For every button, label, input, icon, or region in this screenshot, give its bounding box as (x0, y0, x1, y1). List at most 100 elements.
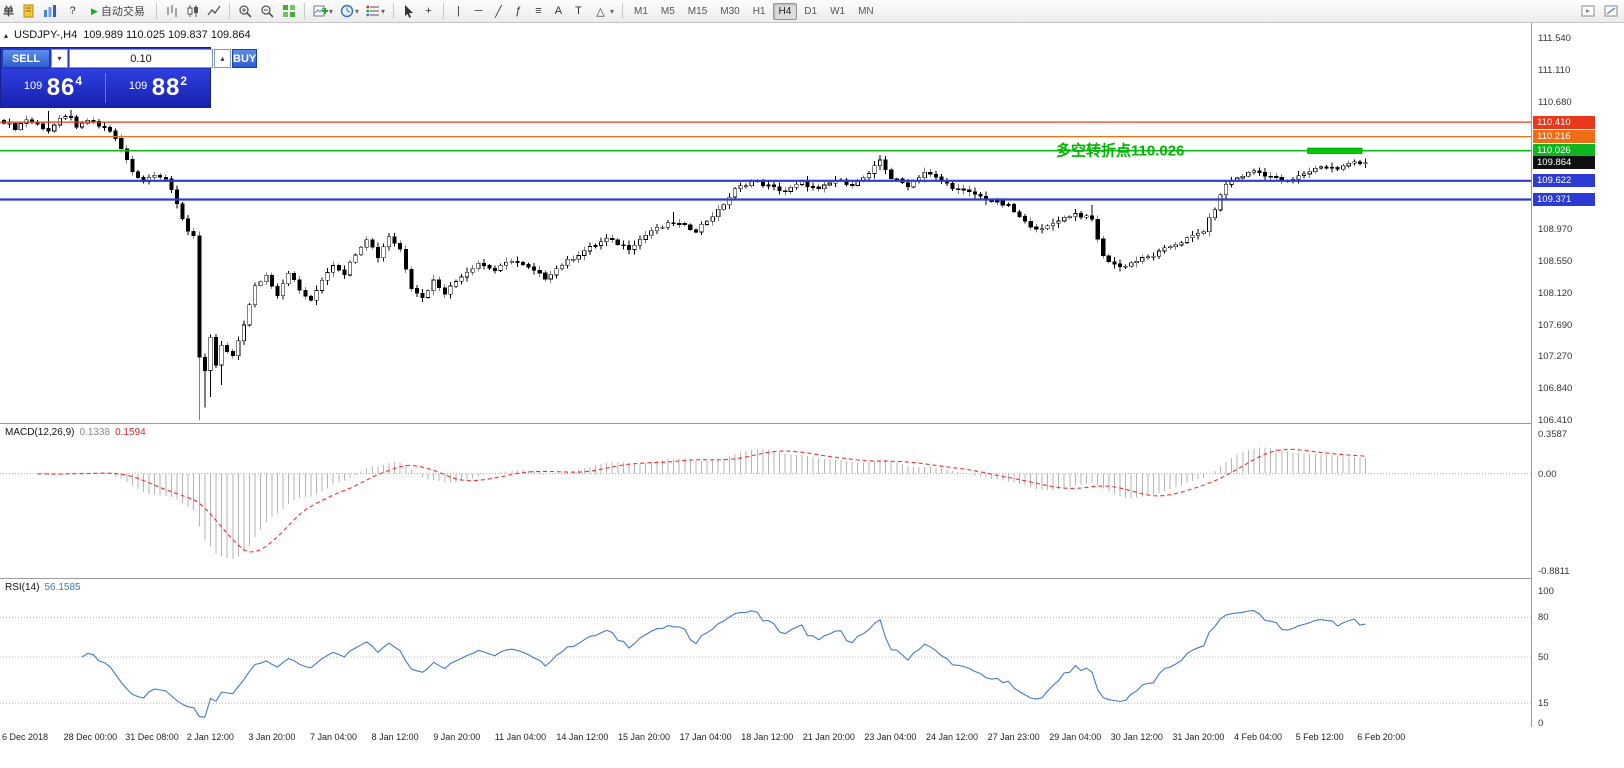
price-axis-label: 108.550 (1538, 255, 1573, 267)
volume-down-button[interactable]: ▾ (51, 49, 68, 68)
timeframe-h1[interactable]: H1 (747, 3, 772, 20)
timeframe-m30[interactable]: M30 (714, 3, 745, 20)
zoom-in-icon[interactable] (235, 2, 256, 21)
macd-signal-line (37, 448, 1366, 553)
price-tag-109.371: 109.371 (1533, 192, 1595, 206)
time-axis-label: 5 Feb 12:00 (1295, 732, 1344, 742)
rsi-line (81, 610, 1366, 718)
macd-axis-label: 0.00 (1538, 468, 1557, 480)
autotrade-button[interactable]: ▶ 自动交易 (85, 2, 151, 21)
profiles-clock-icon[interactable]: ▾ (337, 2, 362, 21)
time-axis-label: 18 Jan 12:00 (741, 732, 794, 742)
buy-button[interactable]: BUY (232, 49, 258, 68)
channel-tool-icon[interactable]: ≡ (535, 5, 542, 17)
time-axis[interactable]: 6 Dec 2018 28 Dec 00:00 31 Dec 08:00 2 Jan … (0, 727, 1624, 749)
indicator-list-icon[interactable]: ▾ (363, 2, 388, 21)
line-chart-icon[interactable] (204, 2, 224, 21)
auto-scroll-icon[interactable] (1601, 2, 1621, 21)
price-axis-label: 107.270 (1538, 350, 1573, 362)
new-order-icon[interactable] (19, 2, 39, 21)
macd-histogram (14, 447, 1366, 559)
timeframe-m15[interactable]: M15 (682, 3, 713, 20)
macd-chart[interactable] (0, 424, 1531, 578)
fibonacci-tool-icon[interactable]: ƒ (515, 5, 522, 17)
buy-price-display[interactable]: 109 882 (128, 74, 188, 101)
price-chart-pane[interactable]: ▴ USDJPY-,H4 109.989 110.025 109.837 109… (0, 23, 1531, 423)
zoom-out-icon[interactable] (257, 2, 278, 21)
help-icon[interactable]: ? (69, 5, 76, 17)
chevron-down-icon: ▾ (354, 6, 359, 16)
macd-label: MACD(12,26,9) 0.1338 0.1594 (5, 427, 146, 438)
rsi-axis-label: 100 (1538, 586, 1554, 597)
time-axis-label: 30 Jan 12:00 (1110, 732, 1163, 742)
cursor-icon[interactable] (399, 2, 418, 21)
price-axis-label: 106.840 (1538, 382, 1573, 394)
chevron-down-icon: ▾ (609, 6, 614, 16)
chart-workspace: ▴ USDJPY-,H4 109.989 110.025 109.837 109… (0, 23, 1624, 768)
price-chart[interactable]: 多空转折点110.026 (0, 23, 1531, 423)
rsi-pane[interactable]: RSI(14) 56.1585 (0, 579, 1531, 727)
volume-input[interactable] (69, 49, 213, 68)
sell-price-display[interactable]: 109 864 (23, 74, 83, 101)
sell-button[interactable]: SELL (2, 49, 50, 68)
candlestick-chart-icon[interactable] (183, 2, 203, 21)
time-axis-label: 4 Feb 04:00 (1234, 732, 1283, 742)
label-tool-icon[interactable]: T (575, 5, 582, 17)
bar-chart-icon[interactable] (162, 2, 182, 21)
timeframe-mn[interactable]: MN (852, 3, 880, 20)
trendline-tool-icon[interactable]: ╱ (495, 5, 502, 18)
shapes-tool-icon[interactable]: △ ▾ (596, 5, 614, 18)
price-axis-label: 110.680 (1538, 97, 1572, 108)
pane-separator[interactable] (0, 423, 1624, 424)
chart-collapse-icon[interactable]: ▴ (4, 30, 9, 40)
price-tag-110.410: 110.410 (1533, 115, 1595, 129)
time-axis-label: 21 Jan 20:00 (802, 732, 855, 742)
time-axis-label: 31 Jan 20:00 (1172, 732, 1225, 742)
tile-windows-icon[interactable] (279, 2, 299, 21)
time-axis-label: 23 Jan 04:00 (864, 732, 917, 742)
vertical-line-tool-icon[interactable]: | (457, 5, 460, 17)
timeframe-h4[interactable]: H4 (772, 2, 798, 20)
annotation-text: 多空转折点110.026 (1056, 142, 1184, 160)
price-axis-label: 107.690 (1538, 319, 1573, 331)
order-button[interactable]: 单 (0, 2, 18, 21)
text-tool-icon[interactable]: A (554, 5, 563, 17)
time-axis-label: 7 Jan 04:00 (310, 732, 358, 742)
chart-ohlc-values: 109.989 110.025 109.837 109.864 (83, 29, 251, 41)
new-chart-icon[interactable]: ▾ (310, 2, 336, 21)
time-axis-label: 3 Jan 20:00 (248, 732, 296, 742)
timeframe-m5[interactable]: M5 (655, 3, 681, 20)
chevron-down-icon: ▾ (328, 6, 333, 16)
price-tag-110.026: 110.026 (1533, 144, 1595, 158)
volume-up-button[interactable]: ▴ (214, 49, 231, 68)
rsi-axis-label: 0 (1538, 718, 1544, 729)
time-axis-label: 9 Jan 20:00 (433, 732, 481, 742)
crosshair-icon[interactable]: + (425, 5, 432, 17)
price-axis-label: 106.410 (1538, 414, 1573, 426)
play-icon: ▶ (91, 5, 98, 16)
chart-symbol-timeframe: USDJPY-,H4 (14, 29, 78, 41)
price-axis[interactable]: 111.540 111.110 110.680 108.970 108.550 108.1… (1531, 23, 1624, 729)
toolbar: 单 ? ▶ 自动交易 (0, 0, 1624, 23)
time-axis-label: 14 Jan 12:00 (556, 732, 609, 742)
time-axis-label: 8 Jan 12:00 (371, 732, 419, 742)
timeframe-m1[interactable]: M1 (628, 3, 654, 20)
timeframe-d1[interactable]: D1 (798, 3, 823, 20)
horizontal-line-tool-icon[interactable]: ─ (474, 5, 483, 17)
macd-pane[interactable]: MACD(12,26,9) 0.1338 0.1594 (0, 424, 1531, 578)
time-axis-label: 11 Jan 04:00 (494, 732, 547, 742)
time-axis-label: 28 Dec 00:00 (63, 732, 118, 742)
timeframe-w1[interactable]: W1 (824, 3, 851, 20)
chart-shift-icon[interactable] (1578, 2, 1598, 21)
time-axis-label: 31 Dec 08:00 (125, 732, 179, 742)
candles (1, 110, 1368, 420)
highlight-zone (1307, 147, 1363, 154)
one-click-trading-panel: SELL ▾ ▴ BUY 109 864 109 882 (0, 47, 258, 108)
market-watch-icon[interactable] (40, 2, 60, 21)
rsi-chart[interactable] (0, 579, 1531, 727)
price-tag-110.216: 110.216 (1533, 130, 1595, 144)
pane-separator[interactable] (0, 578, 1624, 579)
time-axis-label: 6 Dec 2018 (2, 732, 49, 742)
rsi-axis-label: 50 (1538, 652, 1549, 663)
price-tag-109.622: 109.622 (1533, 174, 1595, 188)
